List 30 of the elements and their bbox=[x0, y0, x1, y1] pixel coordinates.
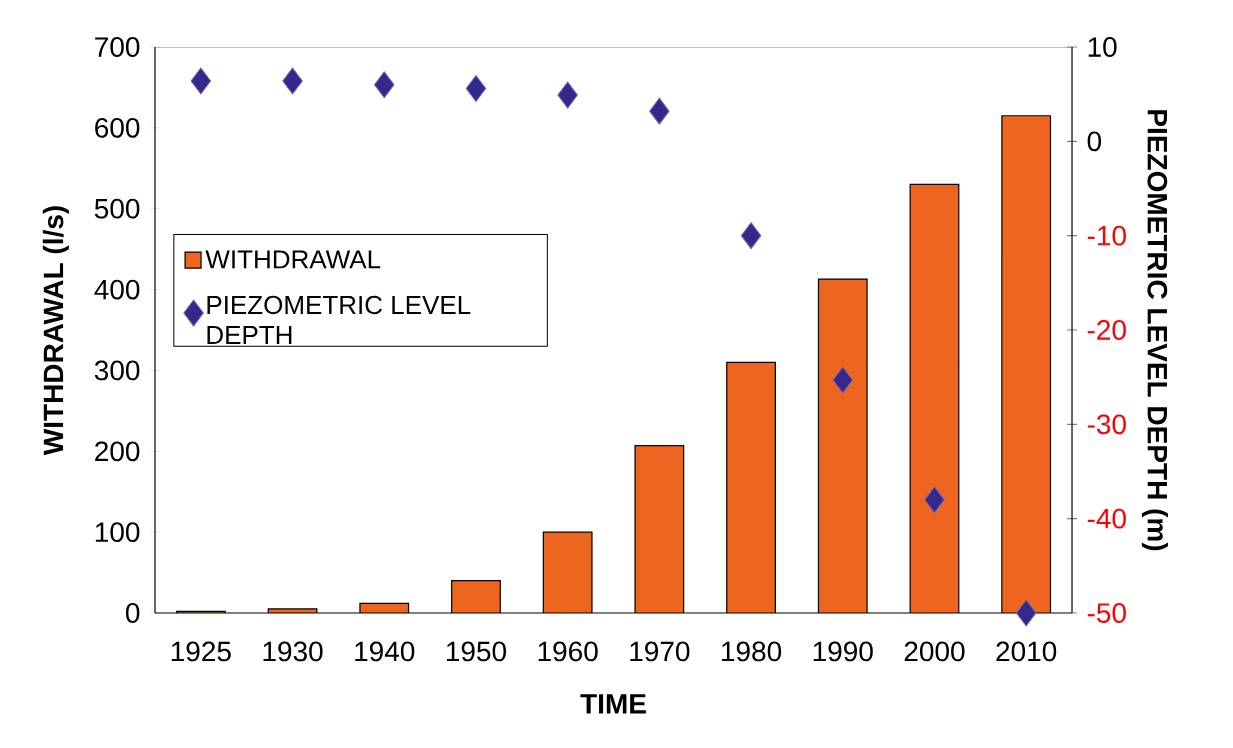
y2-tick-label: 10 bbox=[1088, 37, 1117, 57]
x-tick-label: 1970 bbox=[630, 641, 690, 662]
x-tick-label: 1990 bbox=[813, 641, 873, 662]
y-tick-label: 600 bbox=[95, 117, 140, 138]
y-axis-title: WITHDRAWAL (l/s) bbox=[42, 206, 69, 456]
y-tick-label: 500 bbox=[94, 198, 140, 219]
legend-label: PIEZOMETRIC LEVEL DEPTH bbox=[207, 295, 471, 344]
y2-tick-label: 0 bbox=[1087, 131, 1102, 152]
y2-tick-label: -30 bbox=[1087, 414, 1126, 435]
x-tick-label: 1950 bbox=[446, 641, 506, 662]
x-tick-label: 1940 bbox=[355, 641, 415, 662]
y-tick-label: 300 bbox=[94, 360, 140, 381]
y-tick-label: 0 bbox=[126, 603, 140, 623]
y2-tick-label: -20 bbox=[1087, 320, 1126, 340]
y-tick-label: 100 bbox=[95, 522, 140, 543]
x-tick-label: 1930 bbox=[263, 641, 323, 662]
y-tick-label: 700 bbox=[95, 37, 140, 57]
y2-axis-title: PIEZOMETRIC LEVEL DEPTH (m) bbox=[1141, 110, 1168, 551]
legend-label: WITHDRAWAL bbox=[205, 250, 381, 269]
y-tick-label: 400 bbox=[94, 279, 140, 300]
x-tick-label: 2010 bbox=[996, 641, 1057, 662]
y-tick-label: 200 bbox=[95, 441, 140, 462]
x-axis-title: TIME bbox=[580, 694, 646, 714]
x-tick-label: 1960 bbox=[538, 641, 598, 662]
y2-tick-label: -40 bbox=[1087, 508, 1126, 529]
x-tick-label: 2000 bbox=[904, 641, 965, 662]
x-tick-label: 1925 bbox=[171, 641, 231, 662]
y2-tick-label: -50 bbox=[1087, 603, 1126, 623]
x-tick-label: 1980 bbox=[722, 641, 782, 662]
y2-tick-label: -10 bbox=[1087, 225, 1126, 246]
